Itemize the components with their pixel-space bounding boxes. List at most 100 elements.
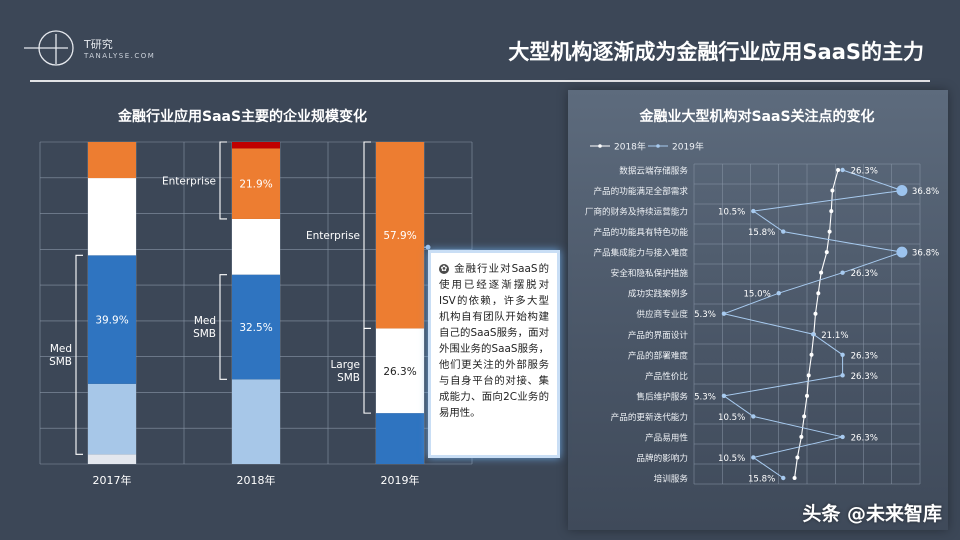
y-category-label: 厂商的财务及持续运营能力 xyxy=(585,206,688,218)
y-category-label: 数据云端存储服务 xyxy=(619,165,688,177)
bracket-label: SMB xyxy=(193,328,216,340)
bracket xyxy=(75,254,83,455)
series-point-1 xyxy=(840,270,845,275)
data-label: 32.5% xyxy=(239,322,272,334)
bar-segment-light-blue xyxy=(232,379,280,464)
bar-segment-orange xyxy=(88,142,136,179)
series-point-0 xyxy=(806,373,811,378)
data-label: 21.9% xyxy=(239,179,272,191)
point-label: 10.5% xyxy=(718,454,745,464)
series-point-1 xyxy=(840,352,845,357)
insight-callout: ✿ 金融行业对SaaS的使用已经逐渐摆脱对ISV的依赖，许多大型机构自有团队开始构… xyxy=(428,250,560,458)
bar-segment-white xyxy=(232,218,280,275)
bar-segment-blue xyxy=(376,413,424,464)
stacked-bar-chart: 39.9% 32.5% 21.9% 26.3% 57.9% 2017年 2018年 2019年… xyxy=(39,141,473,487)
series-point-1 xyxy=(811,332,816,337)
x-tick-label: 2017年 xyxy=(93,473,132,487)
series-point-0 xyxy=(836,168,841,172)
series-point-0 xyxy=(829,209,834,214)
point-label: 26.3% xyxy=(851,269,878,279)
series-point-1 xyxy=(721,393,727,399)
callout-connector-dot xyxy=(425,244,431,250)
legend-swatch-dot xyxy=(656,144,660,148)
bracket-label: Enterprise xyxy=(162,175,216,187)
series-point-0 xyxy=(824,250,829,255)
page-title: 大型机构逐渐成为金融行业应用SaaS的主力 xyxy=(508,40,924,64)
legend-label: 2019年 xyxy=(672,141,704,153)
legend-swatch-dot xyxy=(598,144,602,148)
bar-segment-blue xyxy=(232,274,280,380)
bar-segment-light-blue xyxy=(88,383,136,455)
y-category-label: 产品集成能力与接入难度 xyxy=(593,247,688,259)
point-label: 15.8% xyxy=(748,228,775,238)
left-chart-title: 金融行业应用SaaS主要的企业规模变化 xyxy=(118,109,368,125)
series-point-1 xyxy=(781,229,786,234)
y-category-label: 产品的功能具有特色功能 xyxy=(593,226,688,238)
series-point-1 xyxy=(751,208,756,214)
series-point-1 xyxy=(781,475,786,481)
line-chart: 数据云端存储服务产品的功能满足全部需求厂商的财务及持续运营能力产品的功能具有特色… xyxy=(585,141,939,485)
point-label: 21.1% xyxy=(821,331,848,341)
y-category-label: 产品性价比 xyxy=(645,370,688,382)
bar-segment-red xyxy=(232,142,280,149)
y-category-label: 产品的更新迭代能力 xyxy=(611,411,688,423)
series-point-0 xyxy=(813,311,818,316)
watermark: 头条 @未来智库 xyxy=(802,503,942,525)
bracket-label: SMB xyxy=(49,356,72,368)
callout-text: 金融行业对SaaS的使用已经逐渐摆脱对ISV的依赖，许多大型机构自有团队开始构建… xyxy=(439,263,549,419)
y-category-label: 成功实践案例多 xyxy=(628,288,689,300)
bracket xyxy=(219,141,227,220)
series-point-0 xyxy=(805,393,809,398)
series-point-0 xyxy=(830,188,835,193)
y-category-label: 品牌的影响力 xyxy=(636,452,688,464)
data-label: 26.3% xyxy=(383,366,416,378)
y-category-label: 产品的部署难度 xyxy=(628,349,689,361)
x-tick-label: 2019年 xyxy=(381,473,420,487)
series-point-0 xyxy=(792,476,797,480)
series-point-0 xyxy=(799,434,804,439)
bracket xyxy=(363,327,371,414)
y-category-label: 产品的功能满足全部需求 xyxy=(593,185,688,197)
point-label: 36.8% xyxy=(912,187,939,197)
logo-domain: TANALYSE.COM xyxy=(84,52,156,60)
bar-segment-blue xyxy=(88,255,136,384)
logo-mark-icon xyxy=(24,30,74,66)
logo-name: T研究 xyxy=(84,38,113,51)
y-category-label: 产品易用性 xyxy=(645,431,688,443)
series-point-1 xyxy=(896,185,908,197)
title-divider xyxy=(30,80,930,82)
point-label: 26.3% xyxy=(851,372,878,382)
point-label: 26.3% xyxy=(851,351,878,361)
y-category-label: 供应商专业度 xyxy=(636,308,688,320)
bracket xyxy=(363,141,371,329)
y-category-label: 产品的界面设计 xyxy=(628,329,689,341)
y-category-label: 培训服务 xyxy=(654,473,689,485)
bracket xyxy=(219,274,227,380)
series-point-1 xyxy=(840,373,845,378)
bracket-label: Med xyxy=(50,343,72,355)
series-point-0 xyxy=(827,229,832,234)
right-chart-title: 金融业大型机构对SaaS关注点的变化 xyxy=(639,109,875,125)
bar-segment-orange xyxy=(376,142,424,329)
point-label: 36.8% xyxy=(912,249,939,259)
bar-segment-orange xyxy=(232,148,280,219)
series-point-0 xyxy=(795,455,800,460)
series-point-0 xyxy=(819,270,824,275)
bracket-label: Large xyxy=(330,359,360,371)
y-category-label: 安全和隐私保护措施 xyxy=(611,267,689,279)
logo: T研究 TANALYSE.COM xyxy=(20,28,170,68)
data-label: 39.9% xyxy=(95,315,128,327)
bar-segment-light-gray xyxy=(88,454,136,464)
point-label: 5.3% xyxy=(694,310,716,320)
series-point-0 xyxy=(816,291,821,296)
series-point-1 xyxy=(840,167,845,173)
point-label: 5.3% xyxy=(694,392,716,402)
point-label: 10.5% xyxy=(718,413,745,423)
series-point-1 xyxy=(721,311,727,316)
point-label: 26.3% xyxy=(851,433,878,443)
y-category-label: 售后维护服务 xyxy=(636,390,688,402)
series-point-1 xyxy=(840,434,845,440)
bar-segment-white xyxy=(88,178,136,256)
series-point-1 xyxy=(751,455,756,460)
point-label: 15.8% xyxy=(748,475,775,485)
